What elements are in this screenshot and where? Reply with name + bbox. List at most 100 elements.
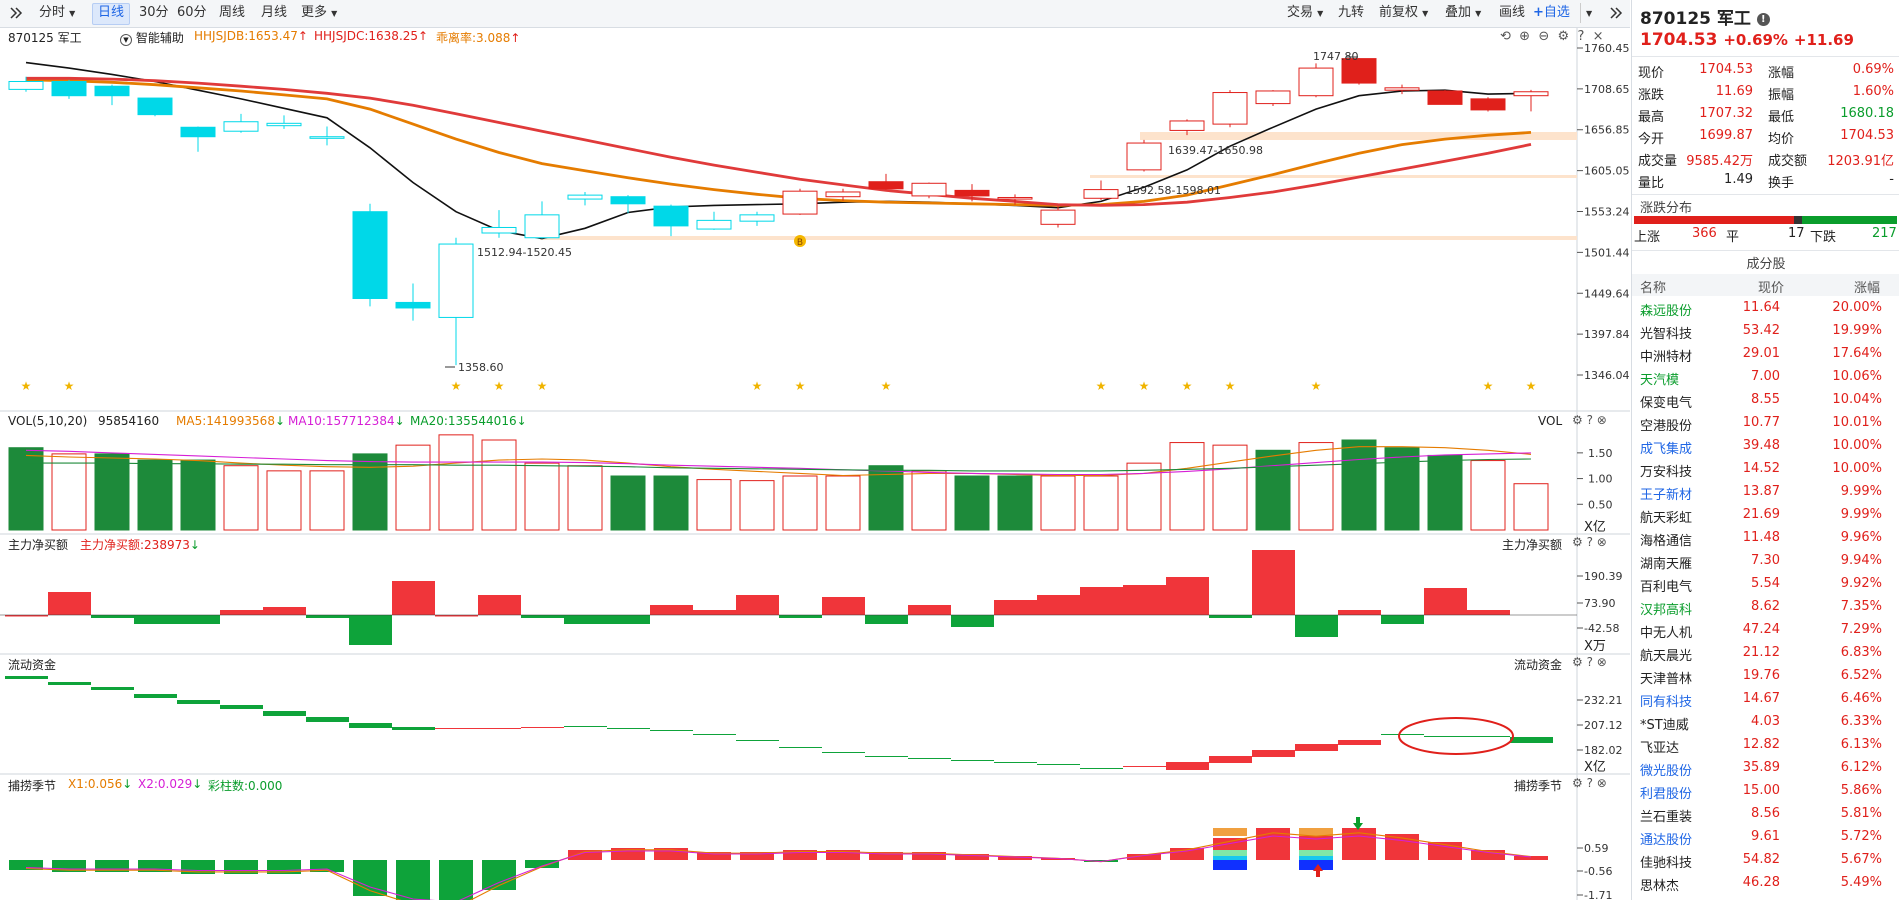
draw-line-button[interactable]: 画线 [1499, 5, 1526, 20]
col-header-price[interactable]: 现价 [1758, 281, 1785, 296]
component-name: 飞亚达 [1640, 741, 1680, 756]
zoom-out-icon[interactable]: ⊖ [1538, 29, 1550, 44]
settings-icon[interactable]: ⚙ [1557, 29, 1570, 44]
component-price: 21.12 [1742, 645, 1780, 660]
trade-menu[interactable]: 交易 ▼ [1282, 3, 1328, 23]
component-row[interactable]: 航天晨光 21.12 6.83% [1632, 642, 1899, 664]
star-icon: ★ [494, 379, 505, 393]
component-pct: 10.04% [1832, 392, 1882, 407]
component-row[interactable]: 王子新材 13.87 9.99% [1632, 481, 1899, 503]
component-row[interactable]: 中无人机 47.24 7.29% [1632, 619, 1899, 641]
component-row[interactable]: *ST迪威 4.03 6.33% [1632, 711, 1899, 733]
ma-line [25, 78, 1532, 207]
tab-monthly[interactable]: 月线 [261, 5, 288, 20]
close-icon[interactable]: × [1592, 29, 1604, 44]
expand-sidebar-icon[interactable] [4, 3, 28, 23]
component-row[interactable]: 利君股份 15.00 5.86% [1632, 780, 1899, 802]
flow-bar [650, 730, 693, 731]
flow-bar [607, 728, 650, 729]
component-pct: 10.06% [1832, 369, 1882, 384]
component-row[interactable]: 百利电气 5.54 9.92% [1632, 573, 1899, 595]
col-header-name[interactable]: 名称 [1640, 281, 1667, 296]
component-row[interactable]: 天津普林 19.76 6.52% [1632, 665, 1899, 687]
component-row[interactable]: 汉邦高科 8.62 7.35% [1632, 596, 1899, 618]
component-row[interactable]: 光智科技 53.42 19.99% [1632, 320, 1899, 342]
component-row[interactable]: 微光股份 35.89 6.12% [1632, 757, 1899, 779]
y-tick-label: 1501.44 [1584, 246, 1630, 259]
help-icon[interactable]: ? [1577, 29, 1585, 44]
tab-daily[interactable]: 日线 [92, 3, 131, 25]
component-price: 47.24 [1742, 622, 1780, 637]
settings-icon[interactable]: ⚙ [1572, 535, 1583, 549]
candle-body [1513, 91, 1549, 97]
overlay-menu[interactable]: 叠加 ▼ [1440, 3, 1486, 23]
component-name: 佳驰科技 [1640, 856, 1693, 871]
component-pct: 9.96% [1840, 530, 1882, 545]
netbuy-bar [779, 615, 822, 618]
tab-weekly[interactable]: 周线 [219, 5, 246, 20]
netbuy-bar [134, 615, 177, 624]
flow-bar [134, 694, 177, 698]
nine-turn-button[interactable]: 九转 [1338, 5, 1365, 20]
component-row[interactable]: 天汽模 7.00 10.06% [1632, 366, 1899, 388]
add-watchlist-button[interactable]: +自选 [1528, 3, 1575, 23]
adjust-menu[interactable]: 前复权 ▼ [1374, 3, 1433, 23]
tab-60min[interactable]: 60分 [177, 5, 207, 20]
kline-chart[interactable]: 1760.45 1708.65 1656.85 1605.05 1553.24 1501.… [0, 28, 1630, 904]
component-row[interactable]: 成飞集成 39.48 10.00% [1632, 435, 1899, 457]
netbuy-bar [908, 605, 951, 615]
component-row[interactable]: 航天彩虹 21.69 9.99% [1632, 504, 1899, 526]
component-row[interactable]: 思林杰 46.28 5.49% [1632, 872, 1899, 894]
zoom-in-icon[interactable]: ⊕ [1519, 29, 1531, 44]
component-price: 11.64 [1742, 300, 1780, 315]
component-name: 天汽模 [1640, 373, 1680, 388]
season-bar [1471, 850, 1505, 860]
season-bar-light [1213, 850, 1247, 856]
info-icon[interactable]: ! [1756, 12, 1770, 26]
tab-30min[interactable]: 30分 [139, 5, 169, 20]
candle-body [782, 190, 818, 215]
component-row[interactable]: 森远股份 11.64 20.00% [1632, 297, 1899, 319]
help-icon[interactable]: ? [1586, 413, 1593, 427]
y-tick-label: 0.59 [1584, 842, 1609, 855]
smart-assist-toggle[interactable]: ▼ 智能辅助 [120, 29, 184, 46]
y-tick-label: 73.90 [1584, 597, 1616, 610]
component-row[interactable]: 保变电气 8.55 10.04% [1632, 389, 1899, 411]
close-icon[interactable]: ⊗ [1596, 655, 1607, 669]
tab-more[interactable]: 更多 ▼ [296, 3, 342, 23]
component-row[interactable]: 万安科技 14.52 10.00% [1632, 458, 1899, 480]
season-bar [568, 850, 602, 860]
component-row[interactable]: 海格通信 11.48 9.96% [1632, 527, 1899, 549]
help-icon[interactable]: ? [1586, 776, 1593, 790]
component-row[interactable]: 佳驰科技 54.82 5.67% [1632, 849, 1899, 871]
component-row[interactable]: 空港股份 10.77 10.01% [1632, 412, 1899, 434]
component-row[interactable]: 兰石重装 8.56 5.81% [1632, 803, 1899, 825]
flow-bar [177, 700, 220, 704]
component-row[interactable]: 中洲特材 29.01 17.64% [1632, 343, 1899, 365]
quote-stat-row: 现价 1704.53 涨幅 0.69% [1632, 59, 1899, 81]
component-pct: 20.00% [1832, 300, 1882, 315]
close-icon[interactable]: ⊗ [1596, 776, 1607, 790]
collapse-panel-icon[interactable] [1604, 3, 1628, 23]
component-row[interactable]: 同有科技 14.67 6.46% [1632, 688, 1899, 710]
close-icon[interactable]: ⊗ [1596, 413, 1607, 427]
refresh-icon[interactable]: ⟲ [1500, 29, 1511, 44]
settings-icon[interactable]: ⚙ [1572, 413, 1583, 427]
netbuy-bar [478, 595, 521, 615]
settings-icon[interactable]: ⚙ [1572, 655, 1583, 669]
settings-icon[interactable]: ⚙ [1572, 776, 1583, 790]
down-arrow-icon: ↓ [189, 538, 200, 552]
candle-body [1341, 58, 1377, 84]
help-icon[interactable]: ? [1586, 655, 1593, 669]
component-row[interactable]: 通达股份 9.61 5.72% [1632, 826, 1899, 848]
tab-timeshare[interactable]: 分时 ▼ [34, 3, 80, 23]
watchlist-dropdown-icon[interactable]: ▼ [1580, 3, 1597, 23]
component-row[interactable]: 湖南天雁 7.30 9.94% [1632, 550, 1899, 572]
stat-label: 量比 [1638, 176, 1665, 191]
help-icon[interactable]: ? [1586, 535, 1593, 549]
col-header-pct[interactable]: 涨幅 [1854, 281, 1881, 296]
season-bar [998, 856, 1032, 860]
component-name: 汉邦高科 [1640, 603, 1693, 618]
component-row[interactable]: 飞亚达 12.82 6.13% [1632, 734, 1899, 756]
close-icon[interactable]: ⊗ [1596, 535, 1607, 549]
